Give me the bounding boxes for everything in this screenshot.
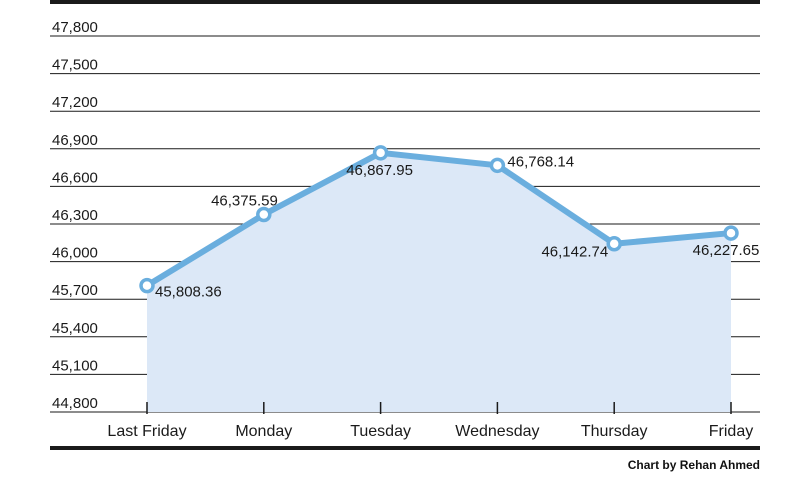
- y-tick-label: 46,900: [52, 132, 98, 149]
- y-tick-label: 45,700: [52, 282, 98, 299]
- series-line: [144, 149, 734, 289]
- data-value-label: 46,142.74: [541, 244, 608, 261]
- y-tick-label: 45,100: [52, 357, 98, 374]
- data-point-marker: [723, 225, 739, 241]
- data-value-label: 46,375.59: [211, 193, 278, 210]
- data-value-label: 45,808.36: [155, 284, 222, 301]
- y-tick-label: 46,000: [52, 245, 98, 262]
- y-tick-label: 47,500: [52, 57, 98, 74]
- area-shape: [147, 152, 731, 412]
- data-value-label: 46,227.65: [693, 242, 760, 259]
- y-tick-label: 46,600: [52, 169, 98, 186]
- y-tick-label: 47,200: [52, 94, 98, 111]
- y-tick-label: 46,300: [52, 207, 98, 224]
- x-tick-label: Friday: [709, 423, 753, 440]
- y-tick-label: 45,400: [52, 320, 98, 337]
- data-value-label: 46,867.95: [346, 162, 413, 179]
- data-value-label: 46,768.14: [507, 153, 574, 170]
- series-polyline: [144, 149, 734, 289]
- data-labels: 45,808.36 46,375.59 46,867.95 46,768.14 46,1…: [155, 153, 759, 300]
- data-point-marker: [256, 206, 272, 223]
- data-point-marker: [139, 277, 155, 294]
- area-fill: [147, 152, 731, 412]
- data-points: [139, 145, 739, 294]
- chart-credit: Chart by Rehan Ahmed: [627, 458, 760, 472]
- x-axis-ticks: Last Friday Monday Tuesday Wednesday Thursda…: [107, 402, 753, 440]
- x-tick-label: Tuesday: [350, 423, 411, 440]
- data-point-marker: [489, 157, 506, 174]
- x-tick-label: Wednesday: [455, 423, 539, 440]
- y-axis-ticks: 44,800 45,100 45,400 45,700 46,000 46,300 46,6…: [52, 19, 98, 412]
- x-tick-label: Last Friday: [107, 423, 186, 440]
- y-tick-label: 47,800: [52, 19, 98, 36]
- data-point-marker: [606, 235, 622, 252]
- x-tick-label: Monday: [235, 423, 292, 440]
- bottom-border: [50, 446, 760, 450]
- y-tick-label: 44,800: [52, 395, 98, 412]
- data-point-marker: [372, 145, 389, 161]
- top-border: [50, 0, 760, 4]
- x-tick-label: Thursday: [581, 423, 648, 440]
